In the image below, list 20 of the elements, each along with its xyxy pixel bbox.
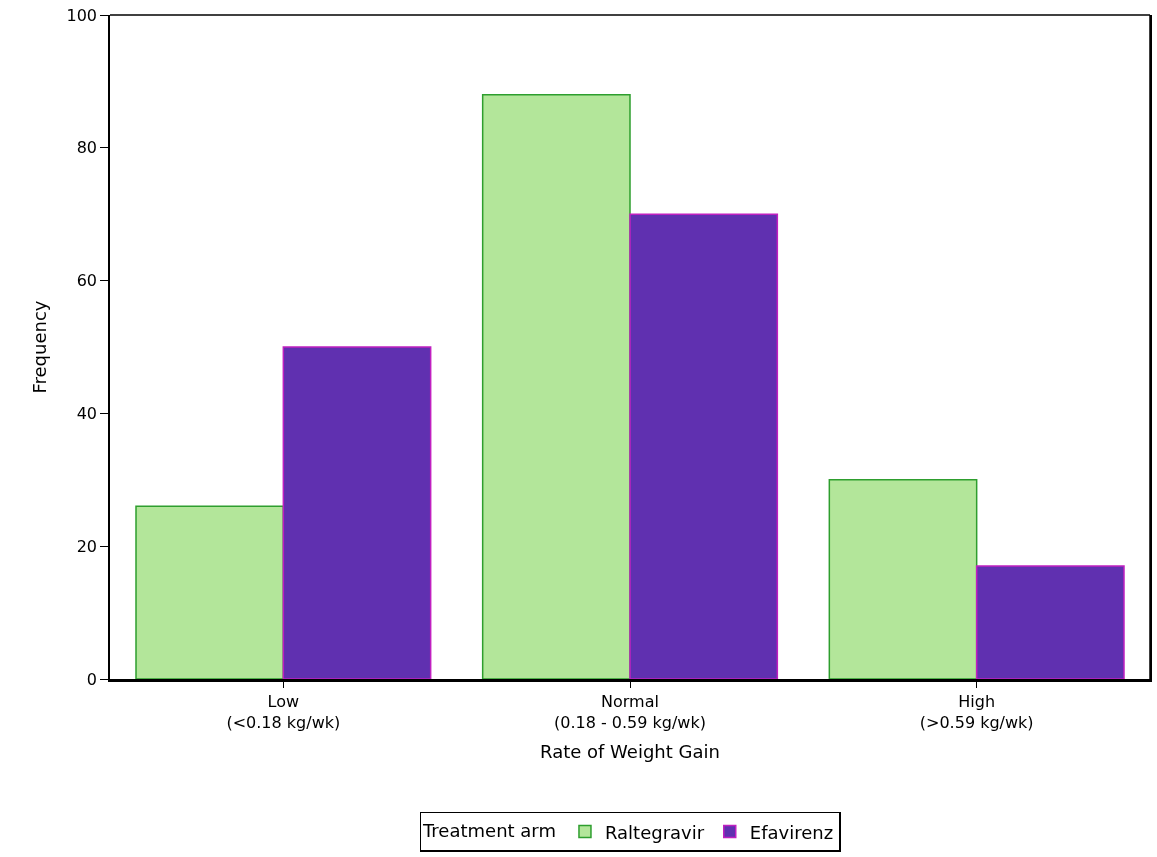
bar: [828, 479, 978, 679]
legend-label: Raltegravir: [604, 821, 705, 843]
y-tick-label: 100: [66, 5, 98, 25]
y-tick-label: 40: [76, 404, 98, 423]
bar: [282, 346, 432, 679]
bar: [629, 213, 779, 679]
y-tick-label: 60: [76, 271, 98, 291]
legend-title: Treatment arm: [422, 819, 556, 841]
legend-label: Efavirenz: [749, 821, 834, 843]
y-axis-title: Frequency: [29, 300, 51, 394]
x-axis-title: Rate of Weight Gain: [540, 741, 720, 763]
y-tick-label: 80: [76, 138, 98, 158]
bar: [481, 93, 631, 679]
y-tick-label: 0: [86, 669, 98, 689]
x-tick-label: Normal (0.18 - 0.59 kg/wk): [554, 692, 706, 732]
x-tick-label: High (>0.59 kg/wk): [919, 692, 1034, 732]
x-tick-label: Low (<0.18 kg/wk): [226, 692, 341, 732]
y-tick-label: 20: [76, 536, 98, 556]
bar: [135, 505, 285, 679]
bar: [975, 565, 1125, 679]
